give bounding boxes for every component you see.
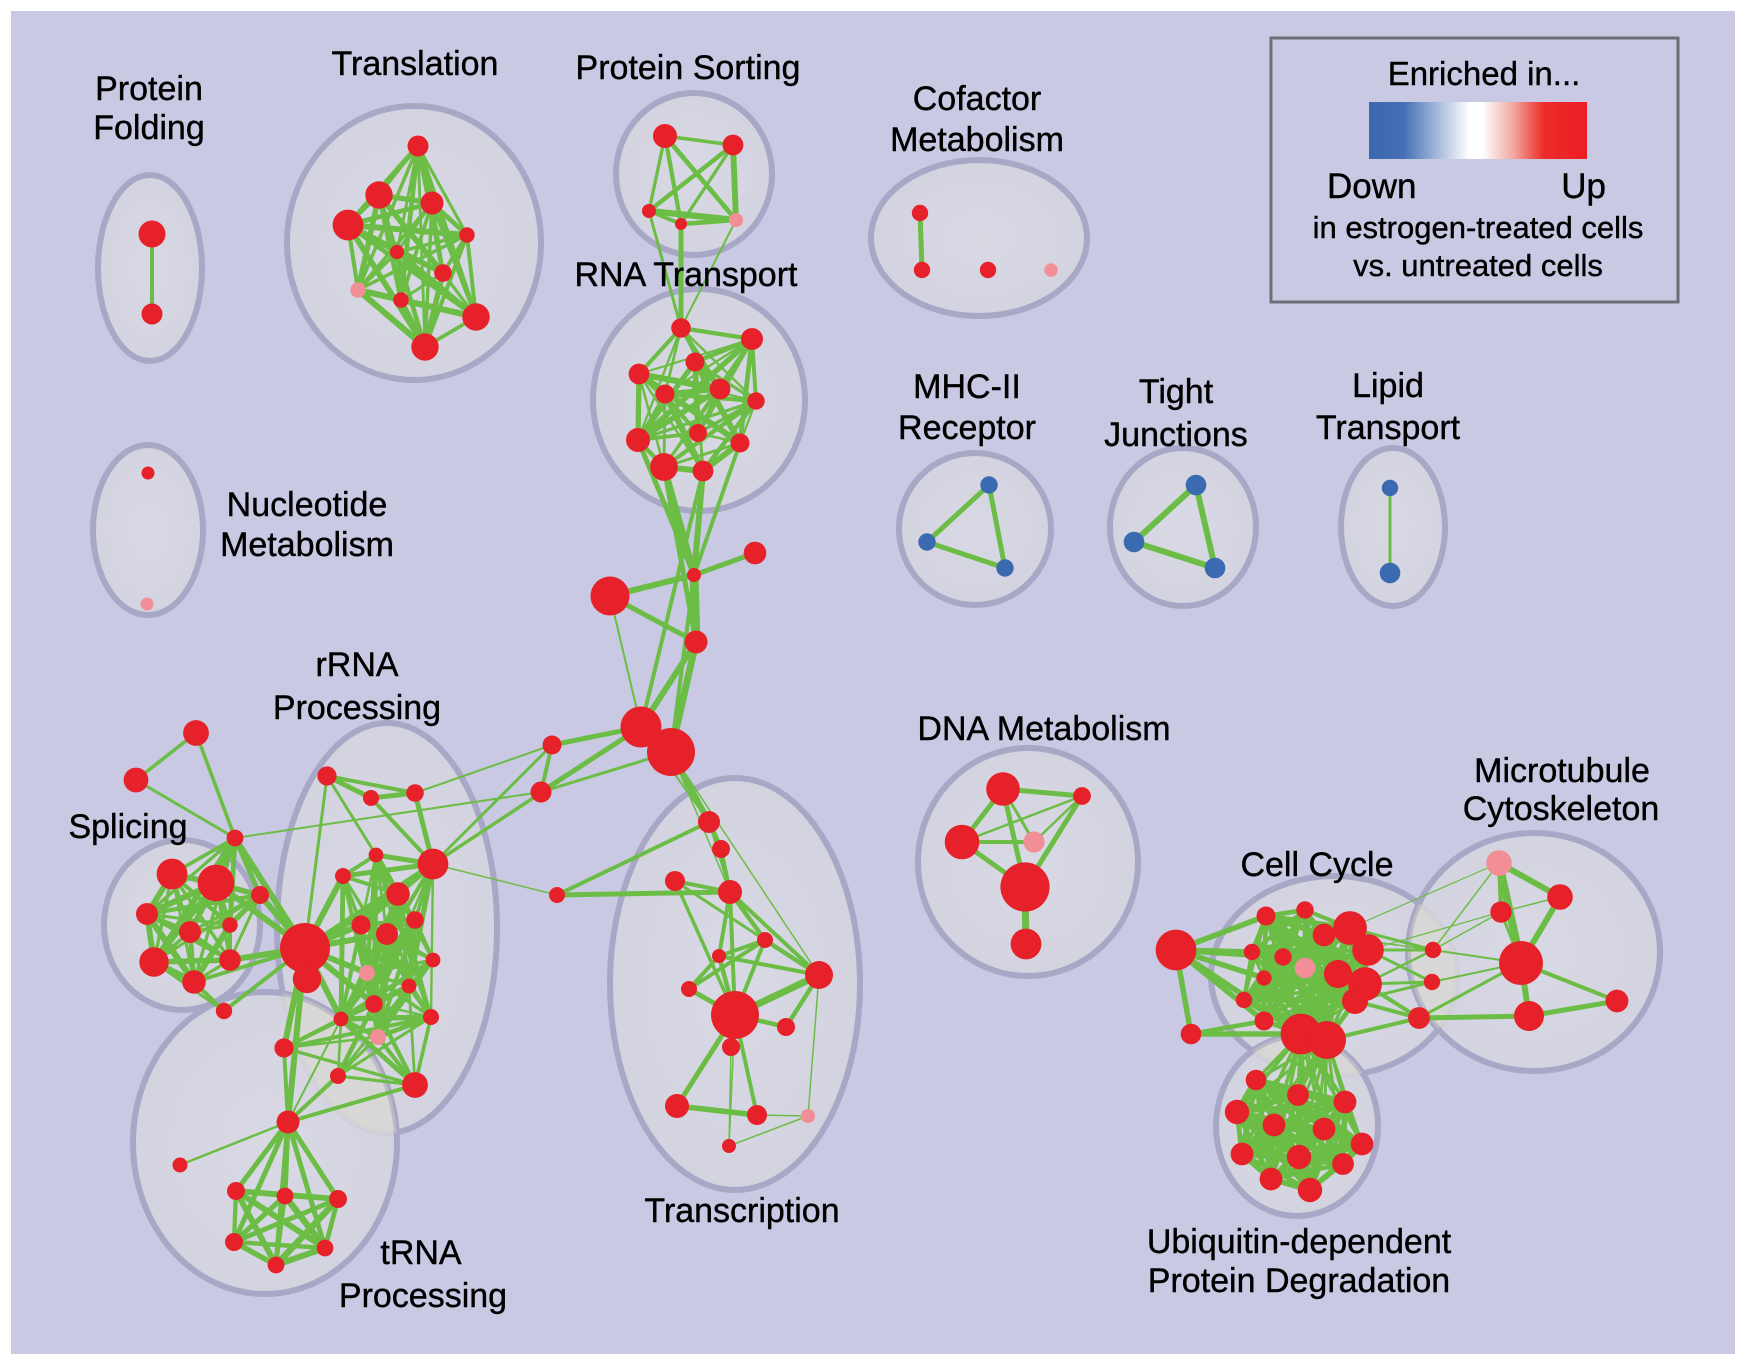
svg-text:tRNA: tRNA — [380, 1234, 462, 1272]
svg-text:Protein: Protein — [95, 70, 203, 108]
svg-text:Receptor: Receptor — [898, 409, 1036, 447]
svg-text:Ubiquitin-dependent: Ubiquitin-dependent — [1147, 1223, 1452, 1261]
svg-text:Lipid: Lipid — [1352, 367, 1424, 405]
svg-text:Cofactor: Cofactor — [913, 80, 1042, 118]
svg-text:DNA Metabolism: DNA Metabolism — [917, 710, 1170, 748]
svg-text:Protein Sorting: Protein Sorting — [576, 49, 801, 87]
svg-text:Folding: Folding — [93, 109, 205, 147]
svg-text:in estrogen-treated cells: in estrogen-treated cells — [1313, 210, 1644, 245]
svg-text:Processing: Processing — [273, 689, 441, 727]
svg-text:RNA Transport: RNA Transport — [575, 256, 799, 294]
svg-text:Transport: Transport — [1316, 409, 1461, 447]
svg-text:Protein Degradation: Protein Degradation — [1148, 1262, 1450, 1300]
svg-text:MHC-II: MHC-II — [913, 368, 1021, 406]
svg-text:Metabolism: Metabolism — [890, 121, 1064, 159]
svg-text:Processing: Processing — [339, 1277, 507, 1315]
svg-text:Microtubule: Microtubule — [1474, 752, 1650, 790]
svg-text:vs. untreated cells: vs. untreated cells — [1353, 248, 1603, 283]
svg-text:Transcription: Transcription — [644, 1192, 839, 1230]
svg-text:Nucleotide: Nucleotide — [227, 486, 388, 524]
svg-text:Metabolism: Metabolism — [220, 526, 394, 564]
svg-text:Splicing: Splicing — [68, 808, 187, 846]
svg-text:Cytoskeleton: Cytoskeleton — [1463, 790, 1660, 828]
svg-text:Enriched in...: Enriched in... — [1388, 55, 1581, 92]
svg-text:Up: Up — [1561, 167, 1606, 206]
svg-text:Down: Down — [1327, 167, 1416, 206]
svg-text:Translation: Translation — [332, 45, 499, 83]
svg-text:Junctions: Junctions — [1104, 416, 1248, 454]
svg-text:Cell Cycle: Cell Cycle — [1240, 846, 1393, 884]
svg-text:rRNA: rRNA — [315, 646, 398, 684]
svg-text:Tight: Tight — [1139, 373, 1214, 411]
